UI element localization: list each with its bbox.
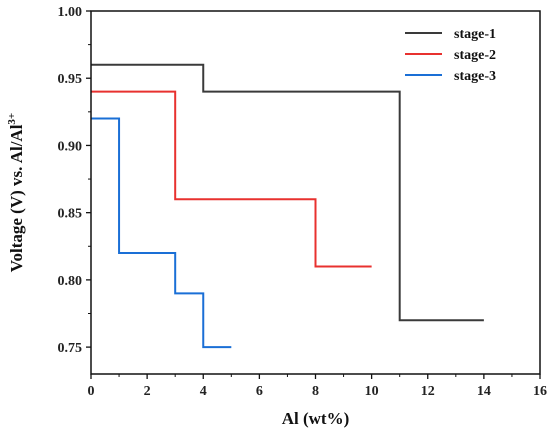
y-tick-label: 0.95 [58, 72, 83, 87]
x-tick-label: 6 [256, 384, 263, 399]
x-tick-label: 14 [477, 384, 491, 399]
legend-label-stage-1: stage-1 [454, 27, 496, 42]
y-axis-title-main: Voltage (V) vs. Al/Al [7, 124, 26, 272]
series-line-stage-3 [91, 117, 232, 349]
series-layer [91, 63, 484, 349]
series-line-stage-2 [91, 90, 372, 268]
y-tick-label: 1.00 [58, 5, 83, 20]
x-tick-label: 2 [144, 384, 151, 399]
y-tick-label: 0.75 [58, 341, 83, 356]
y-axis-title: Voltage (V) vs. Al/Al3+ [6, 113, 26, 272]
ticks-layer: 0 2 4 6 8 10 12 14 16 0.75 0.80 0.85 0.90 0.95 1.00 [58, 5, 548, 399]
y-tick-label: 0.85 [58, 207, 83, 222]
series-line-stage-1 [91, 63, 484, 322]
y-axis-title-superscript: 3+ [6, 113, 18, 125]
x-tick-label: 4 [200, 384, 207, 399]
y-tick-label: 0.90 [58, 139, 83, 154]
legend-label-stage-2: stage-2 [454, 48, 496, 63]
x-tick-label: 10 [365, 384, 379, 399]
x-tick-label: 12 [421, 384, 435, 399]
x-tick-label: 0 [88, 384, 95, 399]
legend-label-stage-3: stage-3 [454, 69, 496, 84]
x-tick-label: 8 [312, 384, 319, 399]
x-tick-label: 16 [533, 384, 547, 399]
y-tick-label: 0.80 [58, 274, 83, 289]
legend: stage-1 stage-2 stage-3 [405, 27, 496, 84]
x-axis-title: Al (wt%) [282, 409, 350, 428]
